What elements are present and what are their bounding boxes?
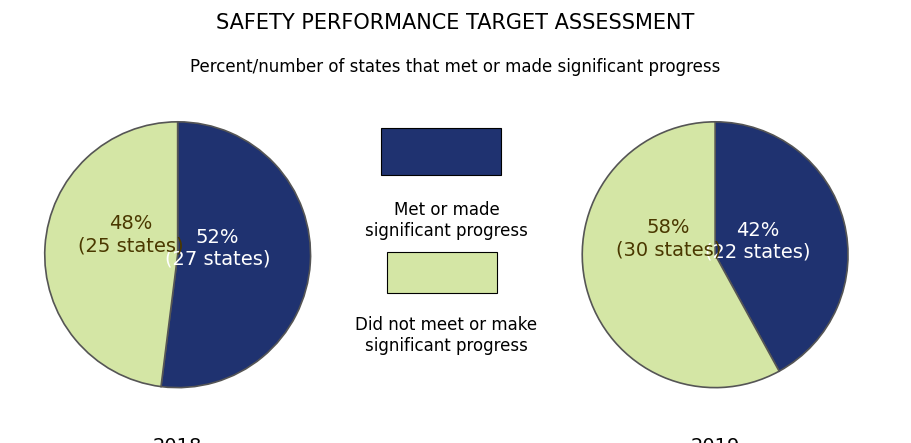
- Text: 42%
(22 states): 42% (22 states): [705, 221, 811, 262]
- Text: 58%
(30 states): 58% (30 states): [616, 218, 722, 259]
- Text: 2019: 2019: [691, 438, 740, 443]
- Wedge shape: [45, 122, 178, 387]
- FancyBboxPatch shape: [381, 128, 501, 175]
- Text: Did not meet or make
significant progress: Did not meet or make significant progres…: [355, 316, 537, 354]
- Text: SAFETY PERFORMANCE TARGET ASSESSMENT: SAFETY PERFORMANCE TARGET ASSESSMENT: [216, 13, 695, 33]
- Text: Met or made
significant progress: Met or made significant progress: [365, 201, 527, 240]
- Text: Percent/number of states that met or made significant progress: Percent/number of states that met or mad…: [190, 58, 721, 76]
- Wedge shape: [715, 122, 848, 371]
- Text: 2018: 2018: [153, 438, 202, 443]
- Text: 48%
(25 states): 48% (25 states): [78, 214, 184, 255]
- Wedge shape: [161, 122, 311, 388]
- FancyBboxPatch shape: [387, 252, 496, 293]
- Wedge shape: [582, 122, 779, 388]
- Text: 52%
(27 states): 52% (27 states): [165, 228, 271, 268]
